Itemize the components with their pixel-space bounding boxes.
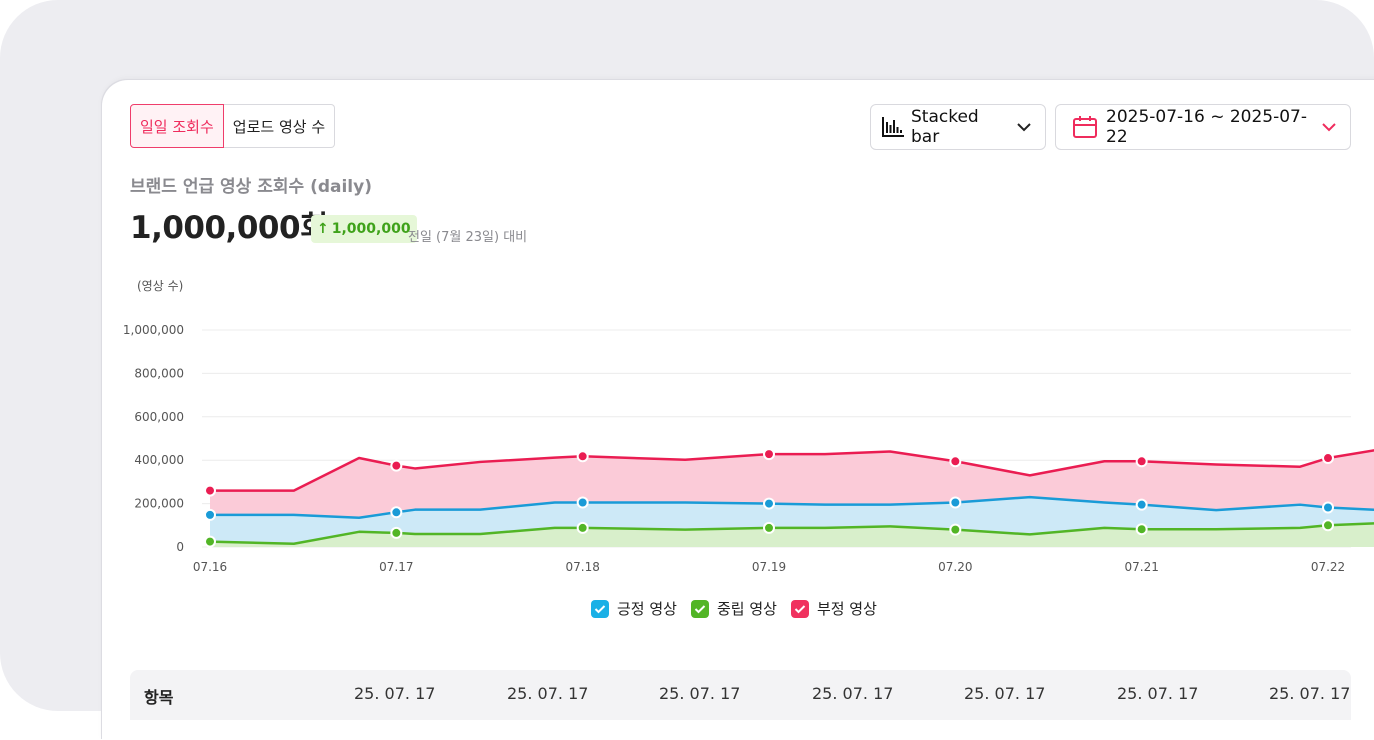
delta-badge: ↑ 1,000,000 bbox=[311, 215, 417, 243]
data-point bbox=[763, 521, 775, 534]
tab-upload-count[interactable]: 업로드 영상 수 bbox=[223, 104, 336, 148]
legend-item-positive[interactable]: 긍정 영상 bbox=[591, 598, 677, 619]
metric-value: 1,000,000회 bbox=[130, 210, 329, 246]
table-header-cell: 25. 07. 17 bbox=[659, 684, 741, 703]
legend-label: 부정 영상 bbox=[816, 600, 877, 618]
data-point bbox=[1135, 523, 1148, 536]
data-point bbox=[763, 497, 775, 510]
checkbox-checked-icon bbox=[591, 599, 609, 618]
bar-chart-icon bbox=[881, 116, 905, 138]
x-tick-label: 07.18 bbox=[565, 560, 599, 574]
x-tick-label: 07.19 bbox=[752, 560, 786, 574]
chart-type-label: Stacked bar bbox=[911, 107, 979, 147]
table-header-cell: 25. 07. 17 bbox=[507, 684, 589, 703]
x-tick-label: 07.17 bbox=[379, 560, 413, 574]
stats-card: 일일 조회수 업로드 영상 수 Stacked bar 2025-07-16 ~… bbox=[102, 80, 1374, 740]
date-range-picker[interactable]: 2025-07-16 ~ 2025-07-22 bbox=[1055, 104, 1351, 150]
table-header-cell: 25. 07. 17 bbox=[964, 684, 1046, 703]
x-tick-label: 07.21 bbox=[1124, 560, 1158, 574]
date-range-label: 2025-07-16 ~ 2025-07-22 bbox=[1106, 107, 1308, 147]
neutral-area bbox=[210, 523, 1374, 547]
data-point bbox=[204, 484, 216, 497]
x-tick-label: 07.20 bbox=[938, 560, 972, 574]
checkbox-checked-icon bbox=[790, 599, 809, 618]
legend-item-neutral[interactable]: 중립 영상 bbox=[690, 598, 777, 619]
data-point bbox=[1135, 498, 1148, 511]
metric-title: 브랜드 언급 영상 조회수 (daily) bbox=[130, 177, 372, 197]
table-header-cell: 25. 07. 17 bbox=[1269, 684, 1351, 703]
tab-daily-views[interactable]: 일일 조회수 bbox=[130, 104, 224, 148]
legend-label: 중립 영상 bbox=[716, 600, 777, 618]
chevron-down-icon bbox=[1322, 122, 1336, 132]
table-header-cell: 항목 bbox=[144, 688, 174, 707]
delta-value: 1,000,000 bbox=[331, 221, 411, 237]
y-tick-label: 600,000 bbox=[134, 410, 184, 424]
chevron-down-icon bbox=[1017, 122, 1031, 132]
data-point bbox=[949, 496, 962, 509]
data-point bbox=[1322, 519, 1334, 532]
data-point bbox=[390, 506, 403, 519]
x-tick-label: 07.16 bbox=[193, 560, 227, 574]
table-header-cell: 25. 07. 17 bbox=[1117, 684, 1199, 703]
compare-label: 전일 (7월 23일) 대비 bbox=[408, 230, 528, 245]
x-tick-label: 07.22 bbox=[1311, 560, 1345, 574]
data-point bbox=[576, 450, 589, 463]
data-point bbox=[949, 455, 962, 468]
checkbox-checked-icon bbox=[690, 599, 709, 618]
data-point bbox=[204, 535, 216, 548]
y-tick-label: 200,000 bbox=[134, 497, 184, 511]
metric-tabs: 일일 조회수 업로드 영상 수 bbox=[130, 104, 336, 148]
legend-label: 긍정 영상 bbox=[617, 600, 677, 618]
table-header-row: 항목 25. 07. 17 25. 07. 17 25. 07. 17 25. … bbox=[130, 670, 1351, 720]
y-tick-label: 400,000 bbox=[134, 453, 184, 467]
y-axis-label: (영상 수) bbox=[137, 279, 183, 293]
table-header-cell: 25. 07. 17 bbox=[354, 684, 436, 703]
data-point bbox=[576, 521, 589, 534]
data-point bbox=[390, 459, 403, 472]
y-tick-label: 0 bbox=[176, 540, 184, 554]
arrow-up-icon: ↑ bbox=[317, 221, 329, 237]
data-point bbox=[763, 448, 775, 461]
data-point bbox=[1322, 452, 1334, 465]
calendar-icon bbox=[1072, 115, 1098, 139]
area-chart: (영상 수) 0 200,000 400,000 600,000 800,000 1,000… bbox=[123, 279, 1374, 574]
y-tick-label: 1,000,000 bbox=[123, 323, 184, 337]
y-tick-label: 800,000 bbox=[134, 366, 184, 380]
legend-item-negative[interactable]: 부정 영상 bbox=[790, 598, 877, 619]
data-point bbox=[949, 523, 962, 536]
data-point bbox=[576, 496, 589, 509]
chart-legend: 긍정 영상 중립 영상 부정 영상 bbox=[591, 598, 877, 619]
data-point bbox=[1135, 455, 1148, 468]
table-header-cell: 25. 07. 17 bbox=[812, 684, 894, 703]
chart-type-select[interactable]: Stacked bar bbox=[870, 104, 1046, 150]
data-point bbox=[1322, 501, 1334, 514]
data-point bbox=[390, 526, 403, 539]
data-point bbox=[204, 508, 216, 521]
